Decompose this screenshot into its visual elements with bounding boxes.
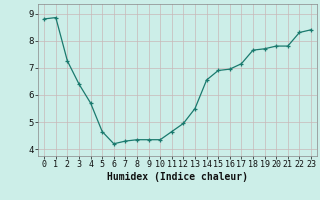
X-axis label: Humidex (Indice chaleur): Humidex (Indice chaleur) <box>107 172 248 182</box>
